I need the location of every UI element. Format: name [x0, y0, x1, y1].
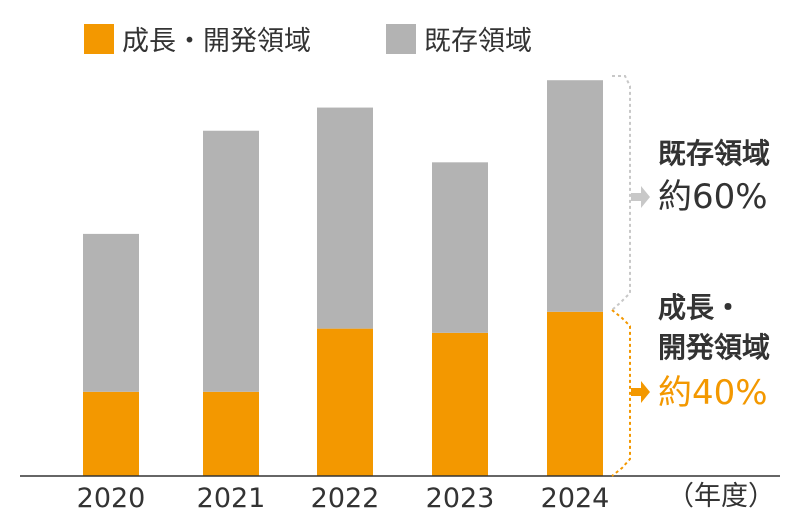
bracket-growth — [611, 309, 631, 477]
x-tick-label-2022: 2022 — [311, 483, 380, 514]
bar-existing-2020 — [83, 233, 139, 392]
annotation-existing-arrow-icon — [631, 186, 650, 208]
annotation-existing-label: 既存領域 — [658, 137, 770, 170]
bar-existing-2024 — [547, 80, 603, 312]
bar-existing-2021 — [203, 130, 259, 392]
legend-label-existing: 既存領域 — [424, 26, 532, 57]
annotation-growth-label-line1: 成長・ — [658, 291, 742, 324]
bar-existing-2023 — [432, 162, 488, 333]
legend: 成長・開発領域 既存領域 — [84, 24, 532, 57]
legend-swatch-existing — [386, 24, 416, 54]
x-tick-label-2024: 2024 — [541, 483, 610, 514]
bracket-existing — [611, 75, 631, 311]
bar-group — [83, 80, 603, 476]
bar-growth-2021 — [203, 391, 259, 476]
x-tick-label-2021: 2021 — [197, 483, 266, 514]
bar-existing-2022 — [317, 107, 373, 329]
x-tick-label-2020: 2020 — [77, 483, 146, 514]
bar-growth-2023 — [432, 332, 488, 476]
x-axis-unit-label: （年度） — [667, 481, 775, 512]
annotation-growth-arrow-icon — [631, 381, 650, 403]
annotation-growth-label-line2: 開発領域 — [658, 331, 770, 364]
legend-label-growth: 成長・開発領域 — [122, 26, 311, 57]
bar-growth-2020 — [83, 391, 139, 476]
x-axis-ticks: 2020 2021 2022 2023 2024 — [77, 483, 610, 514]
bar-growth-2024 — [547, 311, 603, 476]
x-tick-label-2023: 2023 — [426, 483, 495, 514]
annotation-existing-value: 約60% — [658, 177, 768, 217]
bar-growth-2022 — [317, 328, 373, 476]
annotation-growth-value: 約40% — [658, 373, 768, 413]
legend-swatch-growth — [84, 24, 114, 54]
